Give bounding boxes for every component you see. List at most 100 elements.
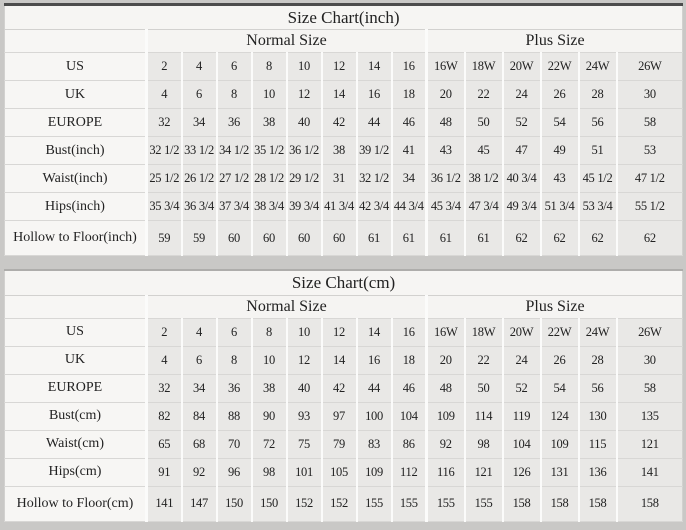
size-cell: 61 xyxy=(464,220,504,256)
size-chart-inch-table: Size Chart(inch) Normal Size Plus Size U… xyxy=(4,3,684,256)
size-cell: 109 xyxy=(540,430,580,459)
size-cell: 26W xyxy=(616,318,683,347)
size-cell: 72 xyxy=(251,430,288,459)
table-row: Hollow to Floor(inch) 59 59 60 60 60 60 61 61 61 6… xyxy=(4,220,683,256)
size-cell: 33 1/2 xyxy=(181,136,218,165)
size-cell: 59 xyxy=(146,220,183,256)
size-cell: 10 xyxy=(251,346,288,375)
size-cell: 158 xyxy=(578,486,618,522)
size-cell: 26 xyxy=(540,80,580,109)
row-label: Hollow to Floor(cm) xyxy=(4,486,148,522)
size-chart-inch-body: US 2 4 6 8 10 12 14 16 16W 18W 20W 22W 24W 26W UK 4 6 8 10 1… xyxy=(4,52,683,256)
table-row: Bust(cm) 82 84 88 90 93 97 100 104 109 114 119 124 13… xyxy=(4,402,683,431)
size-cell: 14 xyxy=(356,52,393,81)
size-cell: 16 xyxy=(391,52,428,81)
size-cell: 60 xyxy=(251,220,288,256)
size-cell: 49 xyxy=(540,136,580,165)
size-cell: 51 xyxy=(578,136,618,165)
size-cell: 141 xyxy=(616,458,683,487)
size-cell: 34 xyxy=(181,108,218,137)
size-group-header-row: Normal Size Plus Size xyxy=(4,295,683,319)
size-cell: 32 1/2 xyxy=(146,136,183,165)
table-row: Bust(inch) 32 1/2 33 1/2 34 1/2 35 1/2 36 1/2… xyxy=(4,136,683,165)
size-cell: 22W xyxy=(540,52,580,81)
row-label: Bust(inch) xyxy=(4,136,148,165)
size-cell: 4 xyxy=(181,318,218,347)
size-cell: 14 xyxy=(321,346,358,375)
row-label: UK xyxy=(4,346,148,375)
size-cell: 62 xyxy=(578,220,618,256)
table-row: Waist(cm) 65 68 70 72 75 79 83 86 92 98 104 109 115 12… xyxy=(4,430,683,459)
row-label: EUROPE xyxy=(4,108,148,137)
size-cell: 131 xyxy=(540,458,580,487)
size-cell: 6 xyxy=(181,80,218,109)
row-label: Bust(cm) xyxy=(4,402,148,431)
table-row: US 2 4 6 8 10 12 14 16 16W 18W 20W 22W 24W 26W xyxy=(4,318,683,347)
size-cell: 26 xyxy=(540,346,580,375)
size-cell: 109 xyxy=(356,458,393,487)
size-cell: 22 xyxy=(464,80,504,109)
size-cell: 24W xyxy=(578,52,618,81)
size-cell: 88 xyxy=(216,402,253,431)
size-cell: 62 xyxy=(502,220,542,256)
row-label: Waist(cm) xyxy=(4,430,148,459)
size-cell: 34 xyxy=(181,374,218,403)
size-cell: 52 xyxy=(502,108,542,137)
size-cell: 35 3/4 xyxy=(146,192,183,221)
size-cell: 38 3/4 xyxy=(251,192,288,221)
size-cell: 38 xyxy=(251,108,288,137)
size-cell: 54 xyxy=(540,374,580,403)
size-cell: 75 xyxy=(286,430,323,459)
size-cell: 56 xyxy=(578,374,618,403)
size-cell: 31 xyxy=(321,164,358,193)
size-cell: 45 3/4 xyxy=(426,192,466,221)
size-cell: 155 xyxy=(426,486,466,522)
size-cell: 70 xyxy=(216,430,253,459)
corner-cell xyxy=(4,295,148,319)
size-cell: 119 xyxy=(502,402,542,431)
size-cell: 18W xyxy=(464,318,504,347)
size-cell: 8 xyxy=(251,318,288,347)
size-cell: 45 1/2 xyxy=(578,164,618,193)
row-label: Hips(cm) xyxy=(4,458,148,487)
size-cell: 158 xyxy=(502,486,542,522)
corner-cell xyxy=(4,29,148,53)
size-cell: 42 3/4 xyxy=(356,192,393,221)
size-cell: 47 xyxy=(502,136,542,165)
size-cell: 79 xyxy=(321,430,358,459)
size-cell: 40 xyxy=(286,108,323,137)
size-cell: 155 xyxy=(356,486,393,522)
size-cell: 4 xyxy=(146,80,183,109)
table-title-row: Size Chart(inch) xyxy=(4,4,683,30)
size-cell: 109 xyxy=(426,402,466,431)
size-chart-cm-body: US 2 4 6 8 10 12 14 16 16W 18W 20W 22W 24W 26W UK 4 6 8 10 1… xyxy=(4,318,683,522)
table-row: Hollow to Floor(cm) 141 147 150 150 152 152 155… xyxy=(4,486,683,522)
size-cell: 52 xyxy=(502,374,542,403)
row-label: UK xyxy=(4,80,148,109)
size-cell: 97 xyxy=(321,402,358,431)
size-cell: 104 xyxy=(391,402,428,431)
size-cell: 10 xyxy=(286,318,323,347)
table-title: Size Chart(inch) xyxy=(4,4,683,30)
size-cell: 98 xyxy=(251,458,288,487)
size-cell: 152 xyxy=(286,486,323,522)
size-cell: 10 xyxy=(286,52,323,81)
size-cell: 45 xyxy=(464,136,504,165)
size-cell: 35 1/2 xyxy=(251,136,288,165)
size-cell: 6 xyxy=(216,318,253,347)
size-cell: 59 xyxy=(181,220,218,256)
size-cell: 8 xyxy=(251,52,288,81)
size-cell: 61 xyxy=(356,220,393,256)
size-cell: 43 xyxy=(426,136,466,165)
size-cell: 26W xyxy=(616,52,683,81)
table-row: Hips(cm) 91 92 96 98 101 105 109 112 116 121 126 131… xyxy=(4,458,683,487)
normal-size-header: Normal Size xyxy=(146,295,428,319)
size-cell: 40 3/4 xyxy=(502,164,542,193)
size-cell: 12 xyxy=(321,318,358,347)
size-cell: 39 1/2 xyxy=(356,136,393,165)
table-title-row: Size Chart(cm) xyxy=(4,270,683,296)
size-cell: 18 xyxy=(391,346,428,375)
size-cell: 8 xyxy=(216,346,253,375)
size-cell: 20W xyxy=(502,52,542,81)
table-title: Size Chart(cm) xyxy=(4,270,683,296)
